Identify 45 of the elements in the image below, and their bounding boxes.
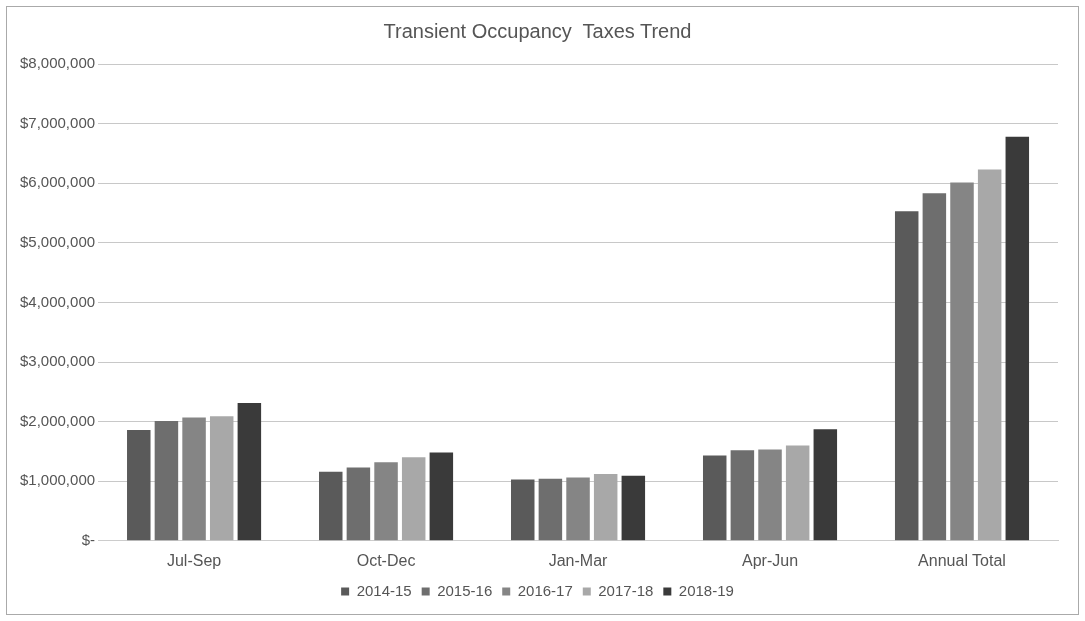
y-tick-label: $8,000,000 [20,54,96,72]
y-tick-label: $2,000,000 [20,411,96,429]
bar [813,429,838,541]
y-tick-label: $- [81,530,96,548]
y-tick-label: $3,000,000 [20,352,96,370]
bar [702,455,727,541]
y-tick-label: $1,000,000 [20,471,96,489]
y-tick-label: $4,000,000 [20,292,96,310]
bar [621,475,646,541]
y-tick-label: $6,000,000 [20,173,96,191]
legend-label: 2017-18 [598,581,654,599]
legend-label: 2016-17 [517,581,573,599]
bar [1005,136,1030,541]
y-tick-label: $7,000,000 [20,113,96,131]
bar [182,417,206,541]
bar [730,450,755,541]
bar [785,445,810,541]
bar [401,457,426,541]
x-tick-label: Apr-Jun [742,551,799,569]
legend-label: 2015-16 [437,581,493,599]
bar [538,478,563,541]
x-tick-label: Oct-Dec [356,551,416,569]
legend-label: 2014-15 [356,581,412,599]
legend-label: 2018-19 [678,581,734,599]
bar [950,182,974,541]
bar [511,479,535,541]
bar [894,211,919,541]
bar [319,471,343,541]
bar [346,467,371,541]
bar [758,449,782,541]
bar [977,169,1002,541]
bar [374,462,398,541]
x-tick-label: Annual Total [918,551,1006,569]
y-tick-label: $5,000,000 [20,232,96,250]
bar [593,474,618,541]
bar [429,452,454,541]
bar [237,403,262,541]
x-tick-label: Jul-Sep [166,551,222,569]
bar [566,477,590,541]
chart-title: Transient Occupancy Taxes Trend [383,19,692,42]
bar [209,416,234,541]
x-tick-label: Jan-Mar [548,551,609,569]
bar [922,193,947,541]
bar [127,429,151,541]
bar [154,421,179,541]
